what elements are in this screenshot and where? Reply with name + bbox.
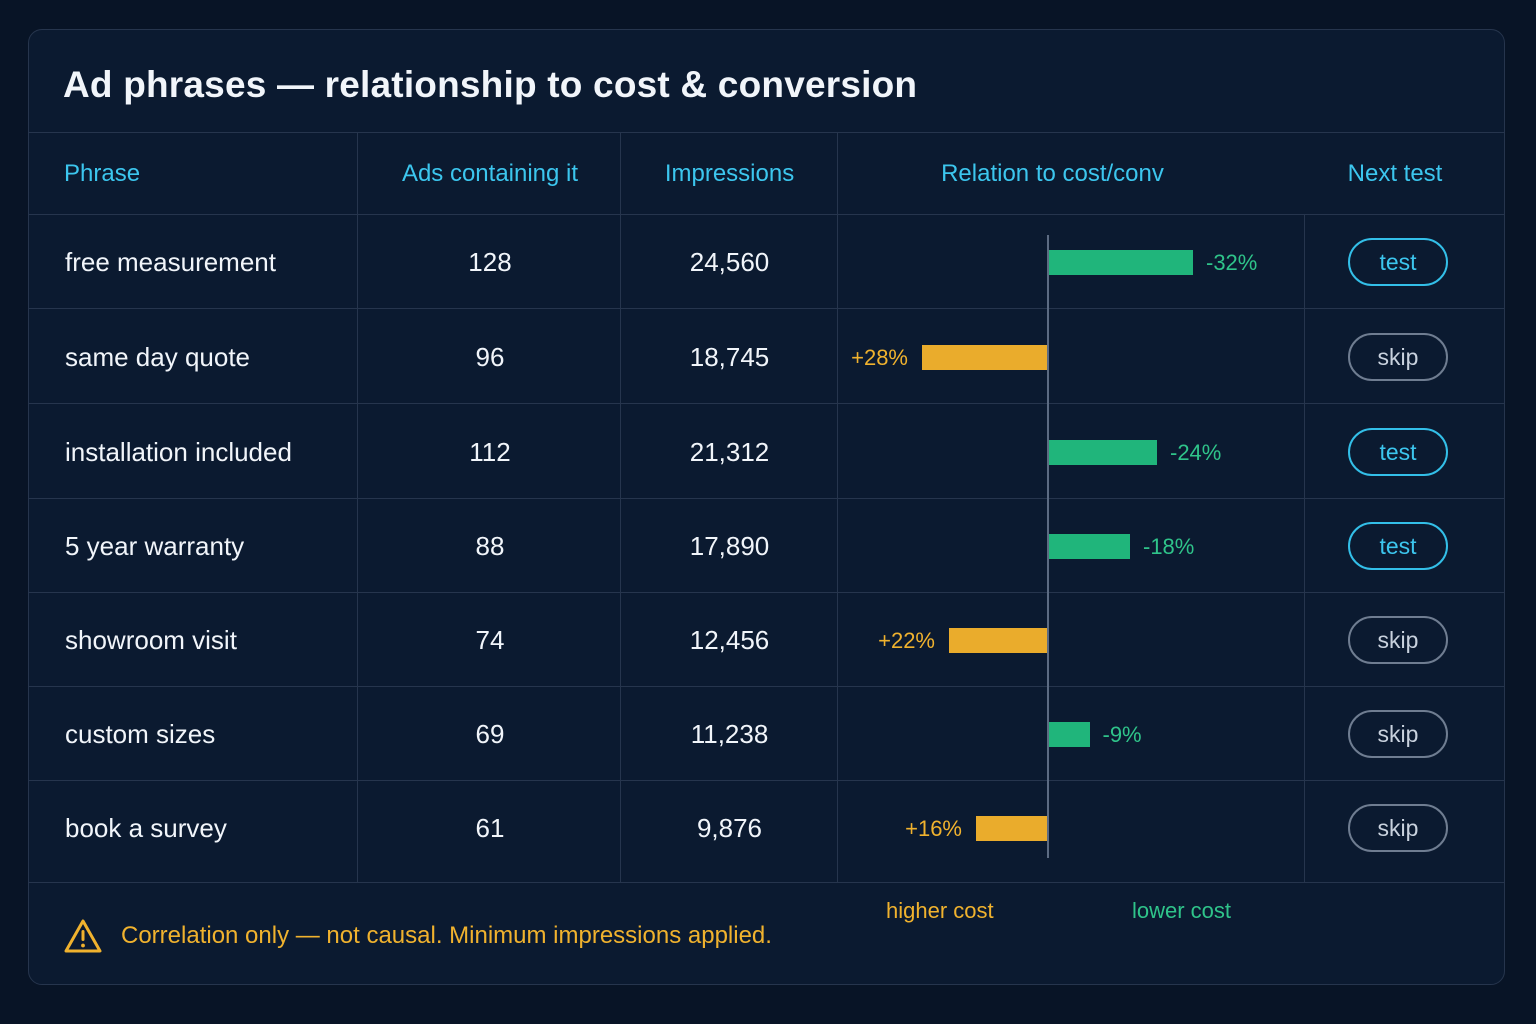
relation-bar xyxy=(1049,534,1130,559)
ads-count-cell: 112 xyxy=(469,436,511,467)
column-divider xyxy=(1304,215,1305,882)
relation-value-label: -32% xyxy=(1206,250,1258,275)
phrase-cell: installation included xyxy=(65,436,292,467)
phrase-cell: custom sizes xyxy=(65,718,216,749)
footer-note: Correlation only — not causal. Minimum i… xyxy=(63,918,772,954)
page-title: Ad phrases — relationship to cost & conv… xyxy=(63,64,918,105)
next-test-button[interactable]: skip xyxy=(1348,804,1448,852)
row-divider xyxy=(29,403,1504,404)
column-divider xyxy=(620,133,621,882)
row-divider xyxy=(29,780,1504,781)
relation-bar xyxy=(976,816,1048,841)
ads-count-cell: 61 xyxy=(475,812,505,843)
impressions-cell: 18,745 xyxy=(689,341,770,372)
warning-icon xyxy=(64,919,102,953)
table-row: installation included 112 21,312 -24% te… xyxy=(29,405,1504,499)
relation-bar xyxy=(1049,722,1090,747)
ads-count-cell: 69 xyxy=(475,718,505,749)
impressions-cell: 11,238 xyxy=(690,718,769,749)
column-header-relation: Relation to cost/conv xyxy=(941,160,1164,187)
ads-count-cell: 128 xyxy=(468,246,512,277)
table-bottom-divider xyxy=(29,882,1504,883)
impressions-cell: 9,876 xyxy=(696,812,763,843)
column-header-impressions: Impressions xyxy=(664,160,795,187)
relation-value-label: -18% xyxy=(1143,534,1195,559)
impressions-cell: 21,312 xyxy=(689,436,770,467)
relation-bar xyxy=(1049,440,1157,465)
impressions-cell: 17,890 xyxy=(689,530,770,561)
row-divider xyxy=(29,498,1504,499)
table-row: same day quote 96 18,745 +28% skip xyxy=(29,310,1504,404)
row-divider xyxy=(29,308,1504,309)
next-test-button[interactable]: test xyxy=(1348,428,1448,476)
phrase-cell: same day quote xyxy=(65,341,251,372)
relation-bar xyxy=(949,628,1048,653)
phrase-cell: showroom visit xyxy=(65,624,237,655)
table-row: 5 year warranty 88 17,890 -18% test xyxy=(29,499,1504,593)
row-divider xyxy=(29,592,1504,593)
header-divider xyxy=(29,214,1504,215)
relation-value-label: +28% xyxy=(851,345,908,370)
table-row: custom sizes 69 11,238 -9% skip xyxy=(29,687,1504,781)
legend-higher-cost: higher cost xyxy=(886,898,994,923)
ads-count-cell: 74 xyxy=(475,624,505,655)
relation-value-label: -9% xyxy=(1102,722,1142,747)
table-row: free measurement 128 24,560 -32% test xyxy=(29,215,1504,309)
ads-count-cell: 88 xyxy=(475,530,505,561)
relation-value-label: -24% xyxy=(1170,440,1222,465)
next-test-button[interactable]: skip xyxy=(1348,616,1448,664)
table-row: showroom visit 74 12,456 +22% skip xyxy=(29,593,1504,687)
footer-note-text: Correlation only — not causal. Minimum i… xyxy=(121,922,772,949)
next-test-button[interactable]: test xyxy=(1348,238,1448,286)
legend-lower-cost: lower cost xyxy=(1132,898,1232,923)
column-divider xyxy=(837,133,838,882)
phrase-cell: book a survey xyxy=(65,812,227,843)
column-header-phrase: Phrase xyxy=(64,160,141,187)
next-test-button[interactable]: test xyxy=(1348,522,1448,570)
impressions-cell: 12,456 xyxy=(689,624,770,655)
column-header-ads: Ads containing it xyxy=(401,160,579,187)
zero-axis-line xyxy=(1047,235,1049,858)
column-header-next-test: Next test xyxy=(1347,160,1443,187)
relation-bar xyxy=(1049,250,1193,275)
row-divider xyxy=(29,686,1504,687)
next-test-button[interactable]: skip xyxy=(1348,333,1448,381)
ads-count-cell: 96 xyxy=(475,341,505,372)
table-row: book a survey 61 9,876 +16% skip xyxy=(29,781,1504,875)
relation-bar xyxy=(922,345,1048,370)
title-divider xyxy=(29,132,1504,133)
relation-value-label: +16% xyxy=(905,816,962,841)
impressions-cell: 24,560 xyxy=(689,246,770,277)
phrase-cell: 5 year warranty xyxy=(65,530,245,561)
phrase-report-panel: Ad phrases — relationship to cost & conv… xyxy=(28,29,1505,985)
next-test-button[interactable]: skip xyxy=(1348,710,1448,758)
relation-value-label: +22% xyxy=(878,628,935,653)
column-divider xyxy=(357,133,358,882)
phrase-cell: free measurement xyxy=(65,246,276,277)
